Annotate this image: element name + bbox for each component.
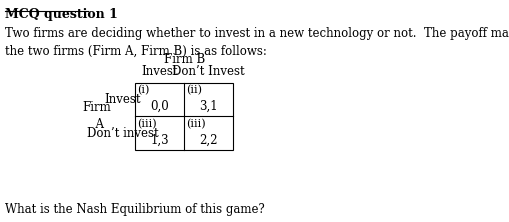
Text: 2,2: 2,2	[200, 134, 218, 147]
Text: Firm
  A: Firm A	[82, 101, 110, 131]
Text: Firm B: Firm B	[163, 53, 205, 66]
Text: (i): (i)	[137, 85, 149, 95]
Text: (ii): (ii)	[186, 85, 202, 95]
Text: MCQ question 1: MCQ question 1	[5, 8, 118, 21]
Text: (iii): (iii)	[137, 119, 156, 129]
Text: Don’t invest: Don’t invest	[87, 127, 158, 140]
Text: 0,0: 0,0	[150, 100, 169, 113]
Text: Invest: Invest	[104, 93, 141, 106]
Text: Don’t Invest: Don’t Invest	[173, 65, 245, 78]
Bar	[135, 83, 234, 151]
Text: 3,1: 3,1	[200, 100, 218, 113]
Text: 1,3: 1,3	[150, 134, 169, 147]
Text: Two firms are deciding whether to invest in a new technology or not.  The payoff: Two firms are deciding whether to invest…	[5, 27, 509, 57]
Text: What is the Nash Equilibrium of this game?: What is the Nash Equilibrium of this gam…	[5, 203, 265, 216]
Text: Invest: Invest	[142, 65, 178, 78]
Text: (iii): (iii)	[186, 119, 206, 129]
